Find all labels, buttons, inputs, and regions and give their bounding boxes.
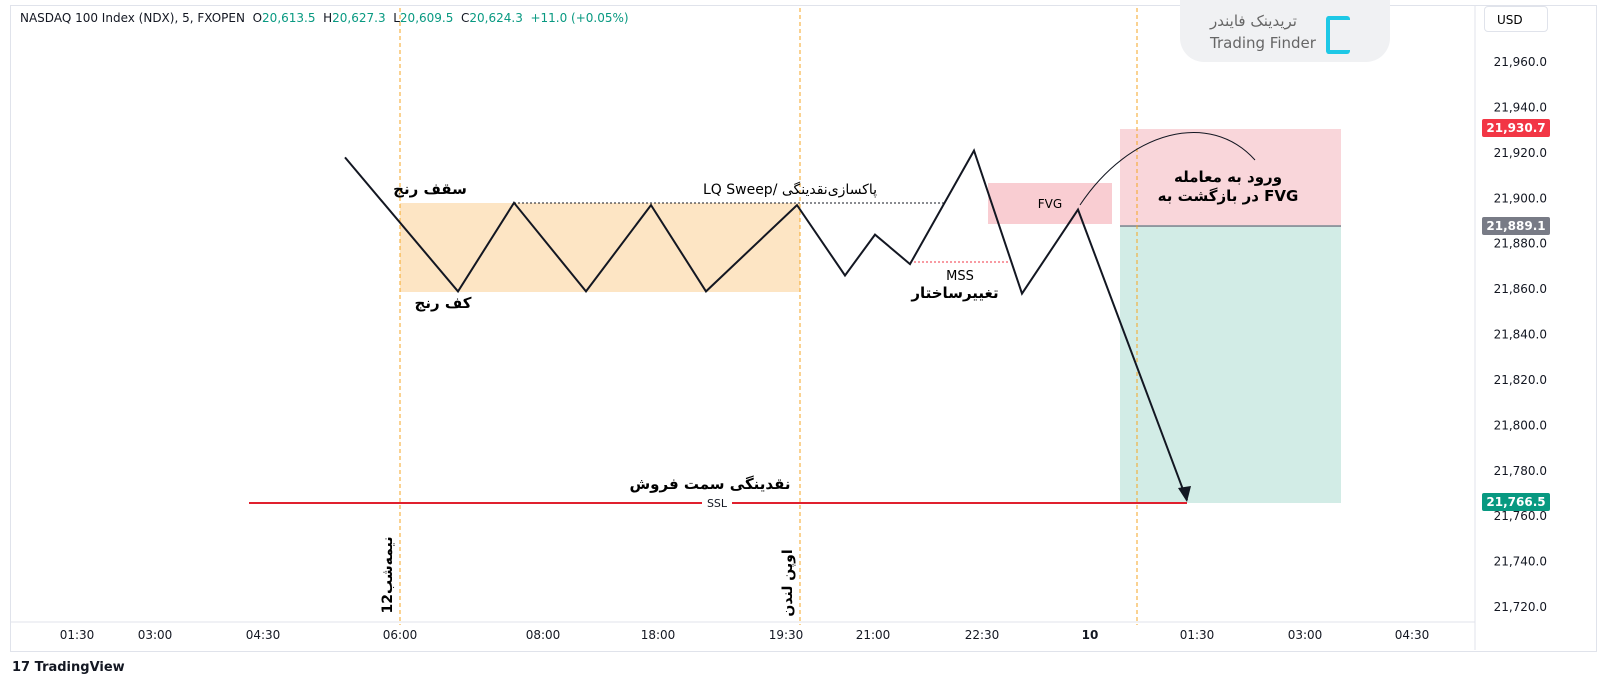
logo-fa-text: تریدینک فایندر — [1210, 12, 1297, 30]
y-tick-label: 21,880.0 — [1494, 237, 1547, 251]
trading-finder-logo: تریدینک فایندر Trading Finder — [1180, 0, 1390, 62]
arrow-head-icon — [1178, 486, 1191, 502]
y-tick-label: 21,780.0 — [1494, 464, 1547, 478]
target-zone[interactable] — [1120, 129, 1341, 225]
tv-icon: 17 — [12, 660, 35, 675]
tradingview-logo[interactable]: 17 TradingView — [12, 660, 125, 675]
range-box[interactable] — [400, 203, 800, 292]
tv-label: TradingView — [34, 660, 125, 675]
entry-label-2: در بازگشت به FVG — [1158, 187, 1299, 205]
y-tick-label: 21,760.0 — [1494, 509, 1547, 523]
x-tick-label: 22:30 — [965, 628, 1000, 642]
change-value: +11.0 (+0.05%) — [530, 11, 629, 25]
y-tick-label: 21,840.0 — [1494, 328, 1547, 342]
x-tick-label: 04:30 — [1395, 628, 1430, 642]
sweep-label: LQ Sweep/ پاکسازی‌نقدینگی — [703, 181, 877, 198]
x-tick-label: 04:30 — [246, 628, 281, 642]
london-label: اوپن لندن — [780, 549, 796, 616]
tp-price-badge: 21,930.7 — [1482, 119, 1550, 137]
y-tick-label: 21,900.0 — [1494, 191, 1547, 205]
range-high-label: سقف رنج — [393, 180, 467, 198]
mss-label: MSS — [946, 269, 974, 284]
close-value: 20,624.3 — [469, 11, 523, 25]
ssl-label: SSL — [707, 497, 728, 510]
entry-arrow — [1079, 131, 1256, 206]
high-value: 20,627.3 — [332, 11, 386, 25]
y-tick-label: 21,960.0 — [1494, 55, 1547, 69]
x-tick-label: 01:30 — [1180, 628, 1215, 642]
close-label: C — [461, 11, 470, 25]
y-tick-label: 21,920.0 — [1494, 146, 1547, 160]
high-label: H — [323, 11, 333, 25]
chart-frame[interactable] — [10, 5, 1597, 652]
x-tick-label: 03:00 — [1288, 628, 1323, 642]
entry-label-1: ورود به معامله — [1174, 168, 1282, 186]
y-tick-label: 21,820.0 — [1494, 373, 1547, 387]
mss-fa-label: تغییرساختار — [910, 284, 998, 302]
y-tick-label: 21,860.0 — [1494, 282, 1547, 296]
ssl-fa-label: نقدینگی سمت فروش — [629, 475, 790, 493]
x-tick-label: 06:00 — [383, 628, 418, 642]
range-low-label: کف رنج — [415, 294, 472, 312]
y-tick-label: 21,940.0 — [1494, 100, 1547, 114]
y-tick-label: 21,800.0 — [1494, 418, 1547, 432]
x-tick-label: 19:30 — [769, 628, 804, 642]
y-tick-label: 21,740.0 — [1494, 555, 1547, 569]
x-tick-label: 21:00 — [856, 628, 891, 642]
x-tick-label: 08:00 — [526, 628, 561, 642]
symbol-name: NASDAQ 100 Index (NDX), 5, FXOPEN — [20, 11, 245, 25]
x-tick-label: 03:00 — [138, 628, 173, 642]
sl-price-badge: 21,766.5 — [1482, 493, 1550, 511]
entry-price-badge: 21,889.1 — [1482, 217, 1550, 235]
low-label: L — [393, 11, 400, 25]
open-label: O — [252, 11, 263, 25]
price-path[interactable] — [344, 148, 1188, 501]
open-value: 20,613.5 — [262, 11, 316, 25]
symbol-legend: NASDAQ 100 Index (NDX), 5, FXOPEN O20,61… — [20, 11, 629, 25]
y-tick-label: 21,720.0 — [1494, 600, 1547, 614]
stop-zone[interactable] — [1120, 226, 1341, 503]
x-tick-label: 01:30 — [60, 628, 95, 642]
low-value: 20,609.5 — [399, 11, 454, 25]
logo-mark-icon — [1326, 16, 1350, 54]
midnight-label: 12نیمه‌شب — [380, 537, 396, 614]
fvg-label: FVG — [1038, 197, 1062, 211]
currency-button[interactable]: USD — [1484, 6, 1548, 32]
x-tick-label: 10 — [1082, 628, 1099, 642]
x-tick-label: 18:00 — [641, 628, 676, 642]
logo-en-text: Trading Finder — [1210, 34, 1316, 52]
